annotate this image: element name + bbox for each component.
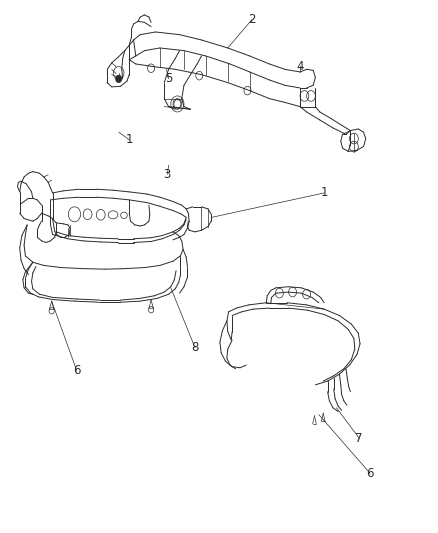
Text: 1: 1 [125,133,133,146]
Text: 3: 3 [164,168,171,181]
Text: 5: 5 [165,72,172,85]
Text: 1: 1 [320,187,328,199]
Text: 8: 8 [191,341,198,354]
Text: 6: 6 [366,467,374,480]
Text: 4: 4 [296,60,304,72]
Circle shape [116,75,122,83]
Text: 2: 2 [248,13,256,26]
Text: 7: 7 [355,432,363,445]
Text: 6: 6 [73,364,81,377]
